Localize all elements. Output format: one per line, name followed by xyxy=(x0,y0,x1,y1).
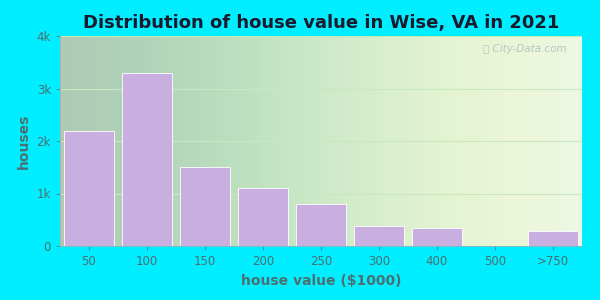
Y-axis label: houses: houses xyxy=(17,113,31,169)
Bar xyxy=(64,130,113,246)
Bar xyxy=(355,226,404,246)
Bar xyxy=(122,73,172,246)
Bar xyxy=(181,167,230,246)
X-axis label: house value ($1000): house value ($1000) xyxy=(241,274,401,288)
Bar xyxy=(296,204,346,246)
Bar xyxy=(529,231,578,246)
Text: ⓘ City-Data.com: ⓘ City-Data.com xyxy=(483,44,566,54)
Title: Distribution of house value in Wise, VA in 2021: Distribution of house value in Wise, VA … xyxy=(83,14,559,32)
Bar xyxy=(412,228,461,246)
Bar xyxy=(238,188,287,246)
